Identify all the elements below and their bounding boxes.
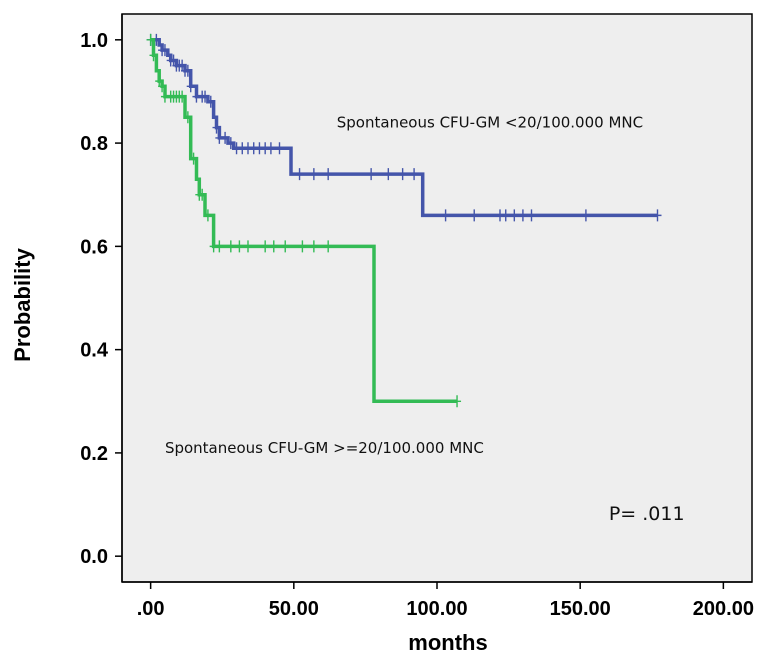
censor-mark-low	[295, 168, 304, 181]
censor-mark-low	[441, 209, 450, 222]
censor-mark-low	[212, 121, 221, 134]
x-tick-label: 150.00	[550, 598, 611, 620]
y-tick-label: 0.6	[80, 236, 108, 258]
censor-mark-high	[149, 49, 158, 62]
censor-mark-low	[309, 168, 318, 181]
censor-mark-low	[324, 168, 333, 181]
censor-mark-low	[367, 168, 376, 181]
annotation-label: Spontaneous CFU-GM >=20/100.000 MNC	[165, 439, 484, 457]
censor-mark-low	[275, 142, 284, 155]
series-layer	[146, 33, 662, 408]
censor-mark-high	[189, 152, 198, 165]
censor-mark-low	[266, 142, 275, 155]
y-tick-label: 0.8	[80, 133, 108, 155]
censor-mark-high	[183, 111, 192, 124]
annotations-layer: Spontaneous CFU-GM <20/100.000 MNC Sponta…	[165, 114, 685, 525]
y-tick-label: 1.0	[80, 30, 108, 52]
censor-mark-high	[261, 240, 270, 253]
p-value-label: P= .011	[609, 503, 685, 525]
x-tick-label: 200.00	[693, 598, 754, 620]
x-tick-label: .00	[137, 598, 165, 620]
y-tick-label: 0.4	[80, 340, 109, 362]
censor-mark-low	[221, 131, 230, 144]
censor-mark-low	[653, 209, 662, 222]
censor-mark-low	[183, 64, 192, 77]
censor-mark-high	[215, 240, 224, 253]
censor-mark-high	[324, 240, 333, 253]
censor-mark-low	[384, 168, 393, 181]
annotation-label: Spontaneous CFU-GM <20/100.000 MNC	[337, 114, 643, 132]
censor-mark-low	[226, 137, 235, 150]
censor-mark-high	[178, 90, 187, 103]
censor-mark-low	[501, 209, 510, 222]
x-axis-title: months	[408, 630, 487, 653]
y-tick-label: 0.0	[80, 546, 108, 568]
censor-mark-low	[398, 168, 407, 181]
censor-mark-high	[281, 240, 290, 253]
censor-mark-low	[201, 90, 210, 103]
censor-mark-high	[158, 80, 167, 93]
x-tick-label: 50.00	[269, 598, 319, 620]
censor-mark-high	[235, 240, 244, 253]
x-tick-label: 100.00	[406, 598, 467, 620]
censor-mark-low	[206, 95, 215, 108]
censor-mark-low	[581, 209, 590, 222]
censor-mark-high	[244, 240, 252, 253]
censor-mark-high	[226, 240, 235, 253]
censor-mark-high	[203, 209, 212, 222]
ticks-layer: .00 50.00 100.00 150.00 200.00 0.0 0.2 0.4 0.6 0.…	[80, 30, 754, 620]
censor-mark-low	[160, 44, 169, 57]
y-axis-title: Probability	[10, 247, 35, 361]
censor-mark-low	[186, 80, 195, 93]
censor-mark-high	[309, 240, 318, 253]
y-tick-label: 0.2	[80, 443, 108, 465]
censor-mark-high	[453, 395, 462, 408]
censor-mark-low	[527, 209, 536, 222]
plot-background	[121, 13, 753, 583]
censor-mark-low	[470, 209, 479, 222]
censor-mark-high	[146, 33, 155, 46]
censor-mark-high	[198, 188, 207, 201]
censor-mark-high	[269, 240, 278, 253]
censor-mark-high	[298, 240, 307, 253]
censor-mark-low	[410, 168, 419, 181]
censor-mark-low	[518, 209, 527, 222]
censor-mark-low	[510, 209, 519, 222]
